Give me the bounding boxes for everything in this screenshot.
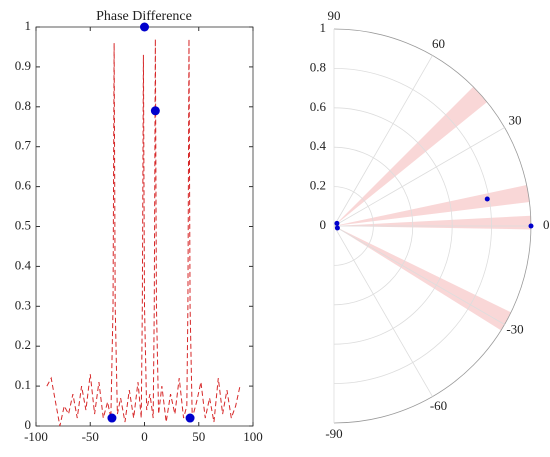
marker: [150, 106, 160, 116]
theta-tick-label: -60: [430, 398, 447, 413]
y-tick-label: 0.1: [15, 377, 31, 392]
theta-grid: [333, 225, 505, 325]
theta-grid: [333, 55, 433, 227]
theta-tick-label: 30: [508, 112, 521, 127]
y-tick-label: 0.8: [15, 98, 31, 113]
r-tick-label: 1: [320, 20, 327, 35]
x-tick-label: 0: [141, 429, 148, 444]
theta-grid: [333, 225, 433, 397]
marker: [528, 223, 534, 229]
y-tick-label: 0.3: [15, 297, 31, 312]
y-tick-label: 0.9: [15, 58, 31, 73]
r-tick-label: 0: [320, 217, 327, 232]
y-tick-label: 1: [25, 18, 32, 33]
r-tick-label: 0.4: [310, 138, 327, 153]
marker: [334, 220, 340, 226]
sector: [334, 226, 512, 331]
theta-tick-label: 60: [432, 36, 445, 51]
r-tick-label: 0.2: [310, 178, 326, 193]
x-tick-label: 50: [192, 429, 205, 444]
y-tick-label: 0.4: [15, 257, 32, 272]
x-tick-label: 100: [243, 429, 263, 444]
theta-tick-label: 0: [543, 217, 550, 232]
marker: [484, 196, 490, 202]
marker: [334, 225, 340, 231]
theta-tick-label: -90: [325, 426, 342, 441]
chart-title: Phase Difference: [96, 9, 192, 24]
theta-tick-label: -30: [506, 321, 523, 336]
r-tick-label: 0.6: [310, 99, 327, 114]
sector: [334, 86, 488, 226]
sector: [334, 215, 531, 230]
x-tick-label: -100: [24, 429, 48, 444]
y-tick-label: 0.2: [15, 337, 31, 352]
marker: [107, 413, 117, 423]
sector: [334, 185, 530, 226]
x-tick-label: -50: [82, 429, 99, 444]
y-tick-label: 0.7: [15, 138, 32, 153]
y-tick-label: 0.6: [15, 178, 32, 193]
theta-grid: [333, 127, 505, 227]
theta-tick-label: 90: [328, 8, 341, 23]
line: [46, 38, 241, 427]
marker: [185, 413, 195, 423]
r-tick-label: 0.8: [310, 59, 326, 74]
y-tick-label: 0.5: [15, 217, 31, 232]
y-tick-label: 0: [25, 417, 32, 432]
marker: [140, 22, 149, 32]
